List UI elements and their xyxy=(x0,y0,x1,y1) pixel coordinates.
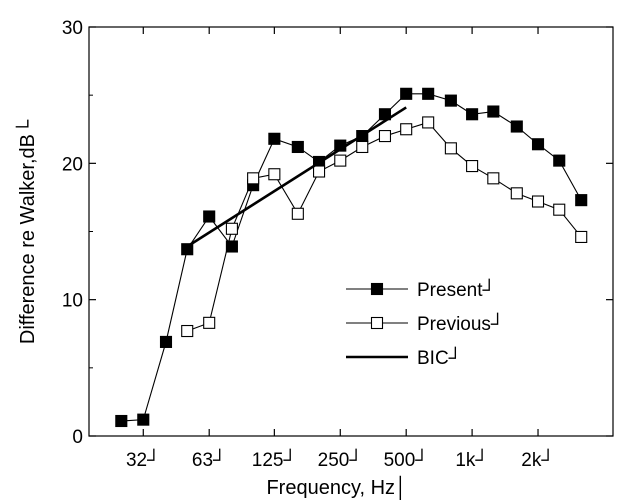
series-point-1 xyxy=(575,230,588,244)
series-point-1 xyxy=(247,172,260,185)
series-point-1 xyxy=(225,222,238,235)
series-point-1 xyxy=(203,316,216,329)
y-tick-label: 20 xyxy=(62,154,83,175)
series-point-0 xyxy=(115,414,128,428)
x-tick-label: 1k┘ xyxy=(455,448,489,471)
series-point-1 xyxy=(553,203,566,216)
chart-series xyxy=(115,87,588,428)
legend-label: Previous┘ xyxy=(417,312,504,335)
x-axis-title: Frequency, Hz│ xyxy=(266,475,407,500)
series-point-1 xyxy=(334,154,347,167)
x-tick-label: 125┘ xyxy=(252,448,297,471)
series-point-0 xyxy=(531,138,545,151)
series-line-1 xyxy=(187,121,582,332)
legend-label: Present┘ xyxy=(417,278,496,301)
series-point-1 xyxy=(181,324,194,338)
series-point-1 xyxy=(356,140,369,154)
y-axis-title: Difference re Walker,dB└ xyxy=(15,119,39,344)
series-point-0 xyxy=(291,140,304,154)
series-point-1 xyxy=(510,187,523,200)
series-point-1 xyxy=(466,160,479,173)
series-point-1 xyxy=(400,123,413,136)
series-point-1 xyxy=(313,165,326,178)
plot-frame xyxy=(88,26,614,437)
series-point-1 xyxy=(291,207,304,220)
series-point-1 xyxy=(422,116,435,129)
series-point-0 xyxy=(268,132,281,145)
series-point-0 xyxy=(400,87,413,100)
legend-marker xyxy=(370,316,384,330)
series-point-0 xyxy=(422,87,435,100)
series-point-1 xyxy=(444,142,457,155)
y-tick-label: 0 xyxy=(72,427,83,448)
chart-legend: Present┘ Previous┘ BIC┘ xyxy=(346,278,504,369)
series-point-0 xyxy=(466,108,479,121)
chart-axes: 0 10 20 30 32┘ 63┘ 125┘ 250┘ 500┘ 1k┘ 2k┘ xyxy=(62,18,614,471)
series-point-1 xyxy=(378,130,392,143)
legend-marker xyxy=(370,282,384,296)
series-point-0 xyxy=(159,335,173,348)
series-point-1 xyxy=(268,168,281,181)
legend-label: BIC┘ xyxy=(417,346,462,369)
series-point-0 xyxy=(487,105,500,118)
x-tick-label: 250┘ xyxy=(318,448,363,471)
series-point-0 xyxy=(575,194,588,207)
series-point-0 xyxy=(225,240,238,253)
series-point-1 xyxy=(531,195,545,208)
x-tick-label: 32┘ xyxy=(126,448,161,471)
series-point-0 xyxy=(510,120,523,133)
series-point-1 xyxy=(487,172,500,185)
series-line-2 xyxy=(186,106,407,248)
x-tick-label: 63┘ xyxy=(192,448,227,471)
y-tick-label: 10 xyxy=(62,291,83,312)
x-tick-label: 500┘ xyxy=(384,448,429,471)
series-point-0 xyxy=(137,413,150,426)
series-point-0 xyxy=(553,154,566,167)
series-point-0 xyxy=(181,243,194,256)
y-tick-label: 30 xyxy=(62,18,83,39)
series-point-0 xyxy=(203,210,216,223)
series-point-0 xyxy=(444,94,457,107)
x-tick-label: 2k┘ xyxy=(521,448,555,471)
